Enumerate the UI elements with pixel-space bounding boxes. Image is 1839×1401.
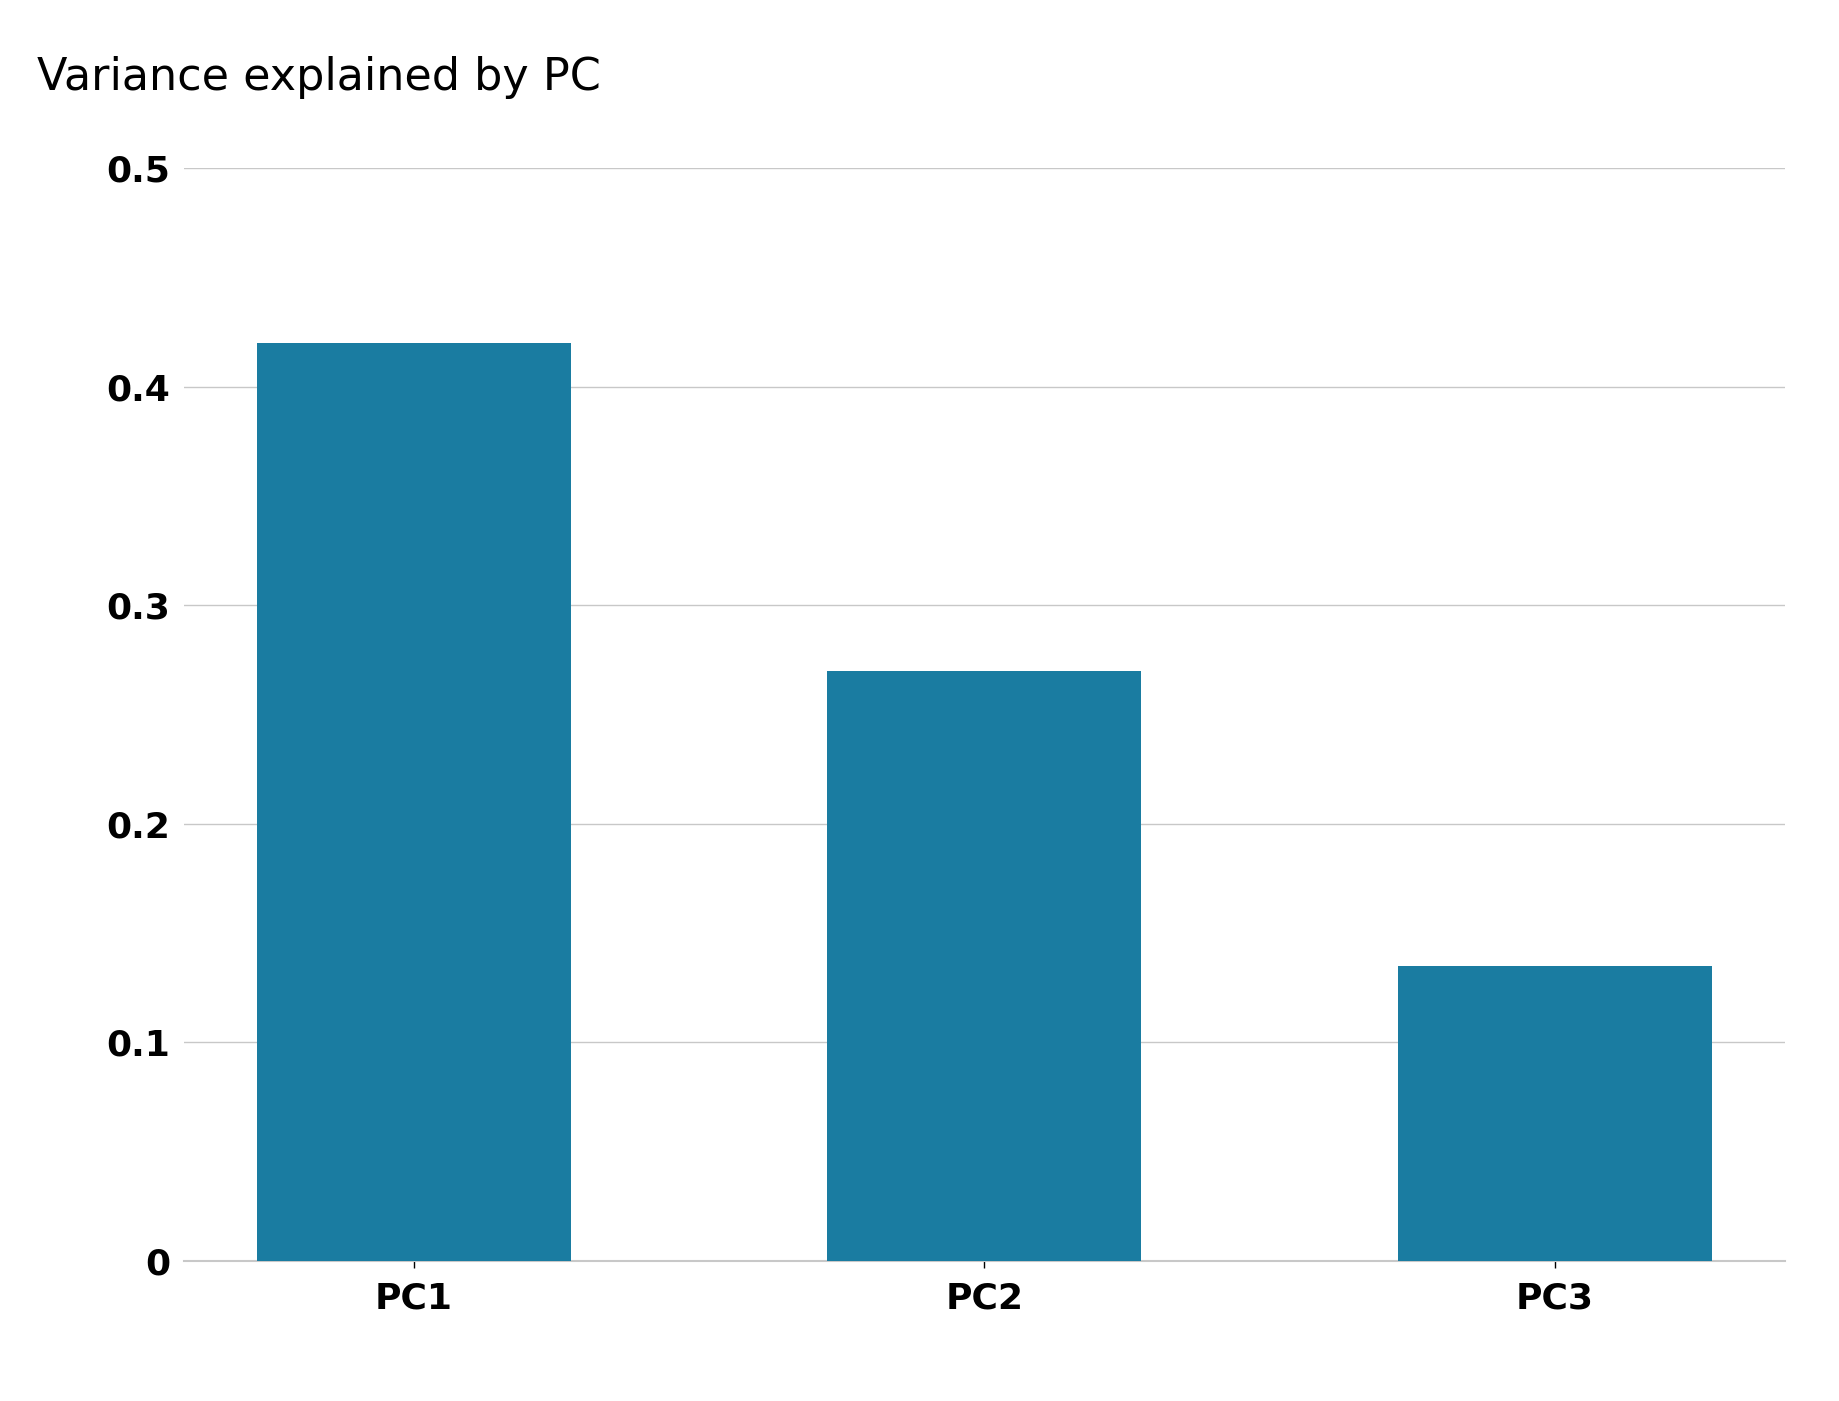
Text: Variance explained by PC: Variance explained by PC: [37, 56, 600, 99]
Bar: [257, 343, 570, 1261]
Bar: [1398, 965, 1710, 1261]
Bar: [828, 671, 1140, 1261]
